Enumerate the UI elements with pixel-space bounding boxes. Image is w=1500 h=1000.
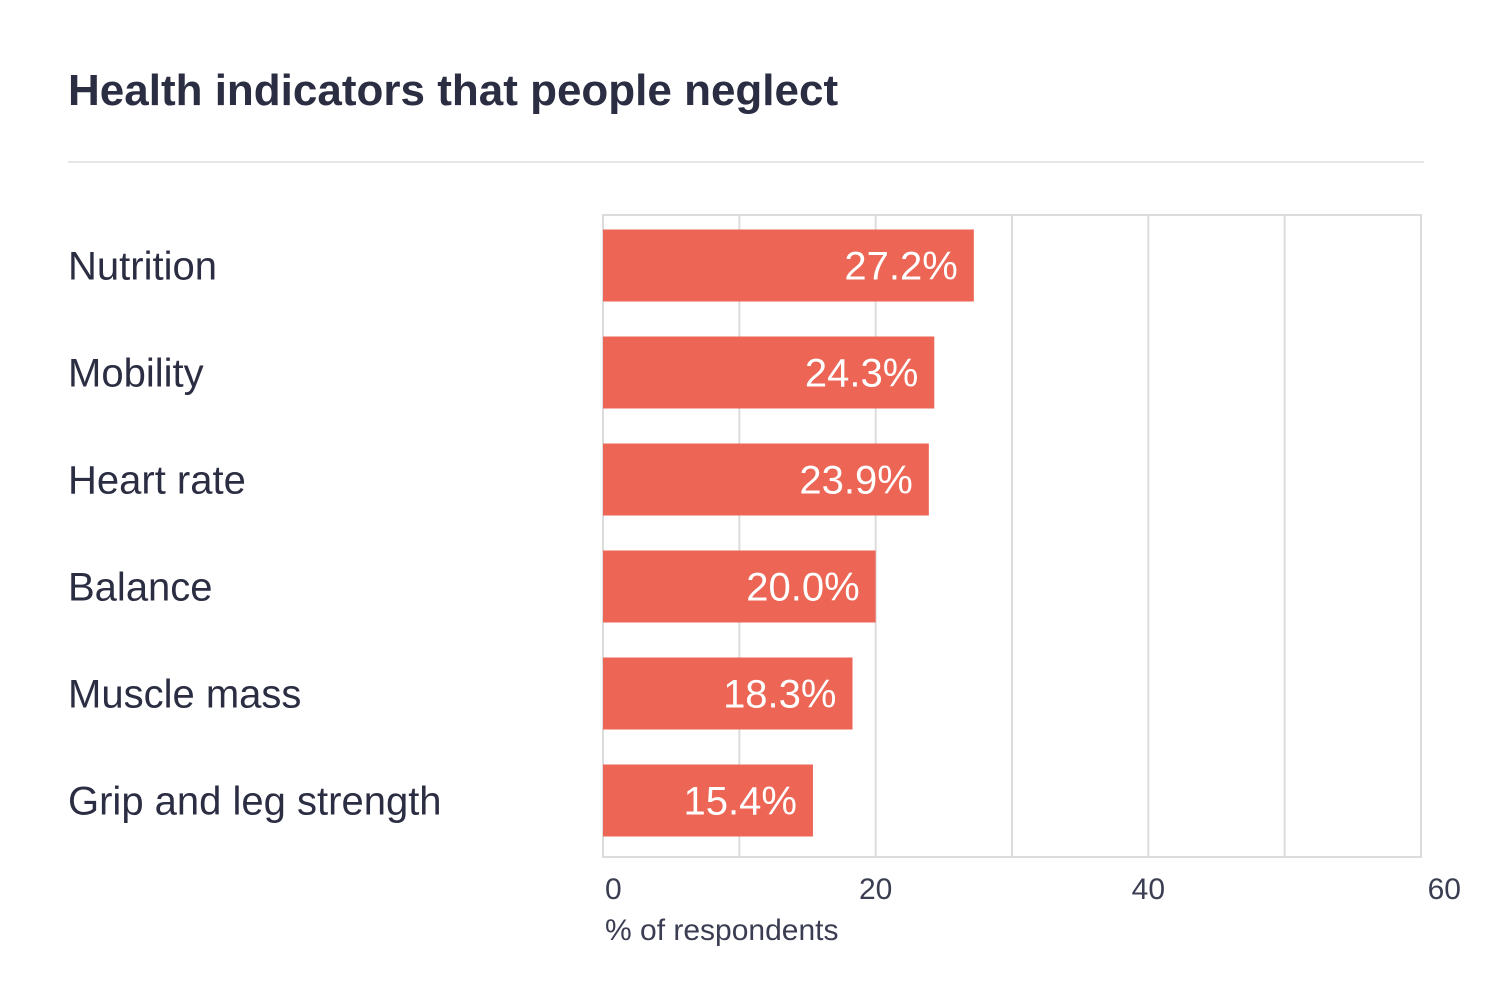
bar — [603, 764, 813, 837]
bar — [603, 657, 853, 730]
value-label: 20.0% — [746, 566, 859, 610]
category-label: Mobility — [68, 352, 204, 396]
category-label: Muscle mass — [68, 673, 301, 717]
bar — [603, 229, 974, 302]
value-label: 23.9% — [799, 459, 912, 503]
category-label: Nutrition — [68, 245, 217, 289]
chart-title: Health indicators that people neglect — [68, 66, 839, 115]
x-tick-label: 40 — [1132, 873, 1165, 906]
value-label: 15.4% — [684, 780, 797, 824]
category-label: Balance — [68, 566, 213, 610]
x-axis-label: % of respondents — [605, 914, 838, 947]
bars: 27.2% 24.3% 23.9% 20.0% 18.3% 15.4% — [603, 229, 974, 837]
category-label: Heart rate — [68, 459, 246, 503]
x-axis-ticks: 0 20 40 60 — [605, 873, 1461, 906]
x-tick-label: 20 — [859, 873, 892, 906]
title-divider — [68, 161, 1424, 163]
category-labels: Nutrition Mobility Heart rate Balance Muscle… — [68, 245, 442, 824]
x-tick-label: 60 — [1428, 873, 1461, 906]
value-label: 27.2% — [844, 245, 957, 289]
x-tick-label: 0 — [605, 873, 622, 906]
value-label: 24.3% — [805, 352, 918, 396]
category-label: Grip and leg strength — [68, 780, 442, 824]
value-label: 18.3% — [723, 673, 836, 717]
bar — [603, 550, 876, 623]
bar — [603, 443, 929, 516]
grid-lines — [602, 214, 1422, 858]
bar — [603, 336, 935, 409]
